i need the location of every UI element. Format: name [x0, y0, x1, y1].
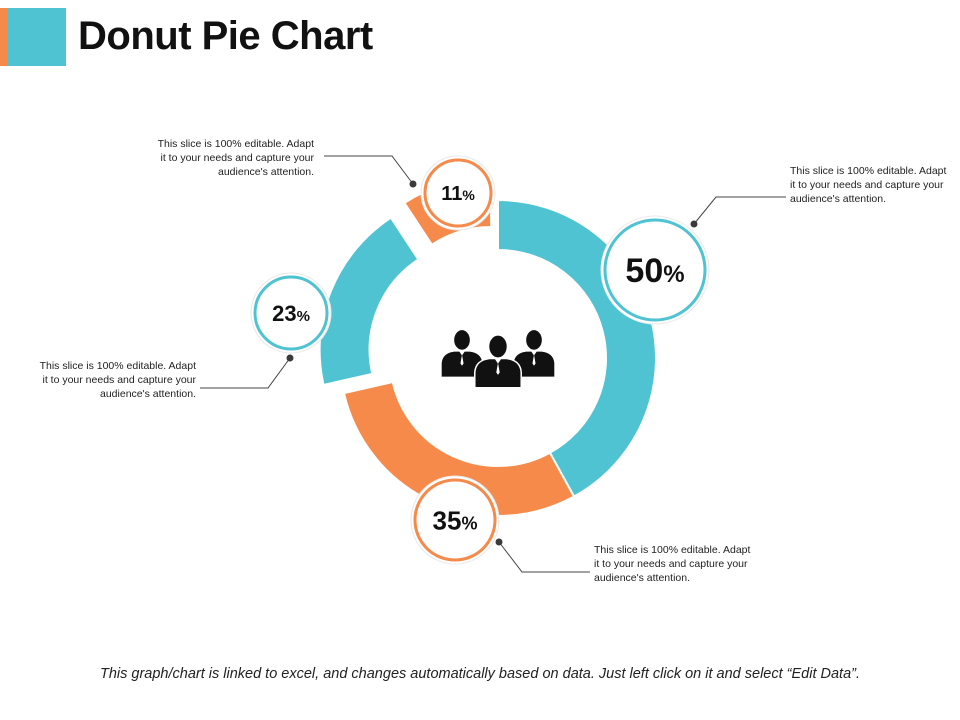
value-bubble-3: 23% [250, 272, 332, 354]
callout-text-slice-3: This slice is 100% editable. Adapt it to… [39, 360, 196, 400]
person-center-icon [474, 334, 522, 389]
slice-value-label-4: 11% [441, 183, 475, 205]
person-right-icon [512, 328, 556, 379]
callout-connectors [200, 155, 786, 573]
page-title: Donut Pie Chart [78, 14, 373, 58]
connector-dot-1 [690, 220, 698, 228]
connector-line-4 [324, 155, 414, 185]
value-bubble-4: 11% [420, 155, 496, 231]
connector-line-3 [200, 357, 291, 389]
slice-value-label-3: 23% [272, 301, 310, 326]
title-accent-bar [0, 8, 66, 66]
donut-slice-3 [318, 216, 420, 387]
connector-dot-2 [495, 538, 503, 546]
footer-note: This graph/chart is linked to excel, and… [99, 666, 861, 682]
value-bubble-2: 35% [410, 475, 500, 565]
connector-dot-3 [286, 354, 294, 362]
accent-orange-block [0, 8, 8, 66]
value-bubbles: 50% 35% 23% 11% [250, 155, 710, 565]
person-left-icon [440, 328, 484, 379]
callout-text-slice-1: This slice is 100% editable. Adapt it to… [790, 165, 947, 205]
accent-teal-block [8, 8, 66, 66]
slice-value-label-2: 35% [433, 505, 478, 535]
connector-line-1 [693, 196, 786, 225]
connector-dot-4 [409, 180, 417, 188]
people-group-icon [440, 328, 556, 389]
callout-text-slice-4: This slice is 100% editable. Adapt it to… [157, 138, 314, 178]
connector-line-2 [498, 541, 590, 573]
value-bubble-1: 50% [600, 215, 710, 325]
slice-value-label-1: 50% [625, 252, 684, 290]
callout-text-slice-2: This slice is 100% editable. Adapt it to… [594, 544, 751, 584]
